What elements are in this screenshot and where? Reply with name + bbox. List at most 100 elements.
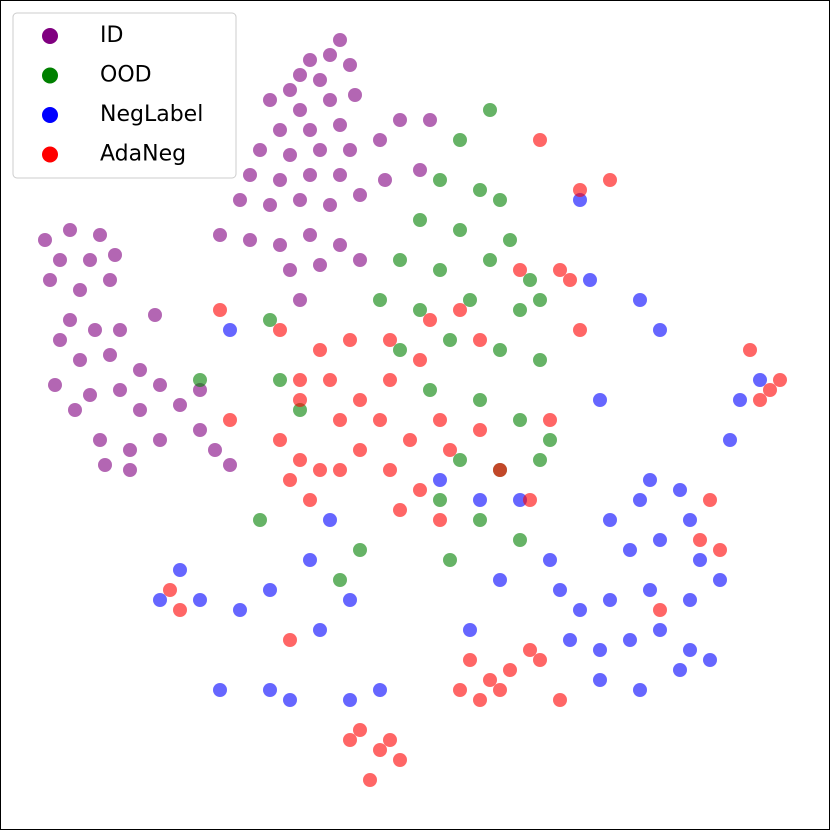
point	[413, 213, 427, 227]
point	[323, 48, 337, 62]
point	[763, 383, 777, 397]
point	[523, 273, 537, 287]
point	[103, 273, 117, 287]
point	[503, 233, 517, 247]
point	[43, 273, 57, 287]
point	[363, 773, 377, 787]
point	[423, 383, 437, 397]
point	[553, 583, 567, 597]
point	[293, 453, 307, 467]
point	[643, 583, 657, 597]
point	[603, 173, 617, 187]
point	[273, 238, 287, 252]
point	[303, 53, 317, 67]
point	[373, 413, 387, 427]
point	[513, 533, 527, 547]
legend-label: OOD	[100, 63, 152, 88]
point	[223, 458, 237, 472]
point	[63, 223, 77, 237]
point	[343, 693, 357, 707]
point	[293, 68, 307, 82]
point	[583, 273, 597, 287]
point	[343, 733, 357, 747]
point	[93, 228, 107, 242]
point	[473, 493, 487, 507]
point	[753, 393, 767, 407]
point	[103, 348, 117, 362]
point	[283, 633, 297, 647]
legend-box	[12, 12, 237, 179]
point	[343, 593, 357, 607]
point	[443, 443, 457, 457]
point	[283, 693, 297, 707]
point	[653, 603, 667, 617]
point	[83, 388, 97, 402]
point	[333, 33, 347, 47]
point	[593, 393, 607, 407]
point	[493, 193, 507, 207]
point	[173, 563, 187, 577]
point	[303, 553, 317, 567]
legend-label: NegLabel	[100, 102, 203, 127]
point	[573, 193, 587, 207]
point	[353, 188, 367, 202]
point	[253, 143, 267, 157]
point	[683, 513, 697, 527]
point	[223, 323, 237, 337]
point	[333, 118, 347, 132]
point	[293, 293, 307, 307]
point	[573, 183, 587, 197]
point	[633, 493, 647, 507]
point	[713, 543, 727, 557]
point	[153, 433, 167, 447]
point	[463, 653, 477, 667]
legend-marker	[42, 28, 58, 44]
point	[473, 333, 487, 347]
point	[553, 693, 567, 707]
point	[483, 103, 497, 117]
point	[123, 463, 137, 477]
point	[433, 473, 447, 487]
point	[573, 323, 587, 337]
point	[513, 263, 527, 277]
point	[493, 573, 507, 587]
point	[533, 293, 547, 307]
point	[533, 353, 547, 367]
point	[503, 663, 517, 677]
point	[533, 453, 547, 467]
point	[403, 433, 417, 447]
point	[453, 133, 467, 147]
point	[603, 513, 617, 527]
point	[223, 413, 237, 427]
point	[303, 168, 317, 182]
point	[313, 258, 327, 272]
point	[563, 273, 577, 287]
legend-label: AdaNeg	[100, 142, 186, 167]
point	[273, 433, 287, 447]
legend: ID OOD NegLabel AdaNeg	[12, 12, 237, 179]
point	[383, 733, 397, 747]
point	[593, 673, 607, 687]
point	[313, 143, 327, 157]
point	[433, 493, 447, 507]
point	[433, 263, 447, 277]
point	[433, 413, 447, 427]
point	[233, 193, 247, 207]
point	[53, 333, 67, 347]
point	[163, 583, 177, 597]
point	[323, 373, 337, 387]
point	[373, 133, 387, 147]
point	[423, 113, 437, 127]
point	[523, 643, 537, 657]
point	[683, 643, 697, 657]
point	[533, 653, 547, 667]
point	[753, 373, 767, 387]
point	[148, 308, 162, 322]
point	[63, 313, 77, 327]
point	[453, 453, 467, 467]
point	[333, 168, 347, 182]
point	[173, 398, 187, 412]
point	[653, 323, 667, 337]
point	[623, 543, 637, 557]
point	[273, 373, 287, 387]
